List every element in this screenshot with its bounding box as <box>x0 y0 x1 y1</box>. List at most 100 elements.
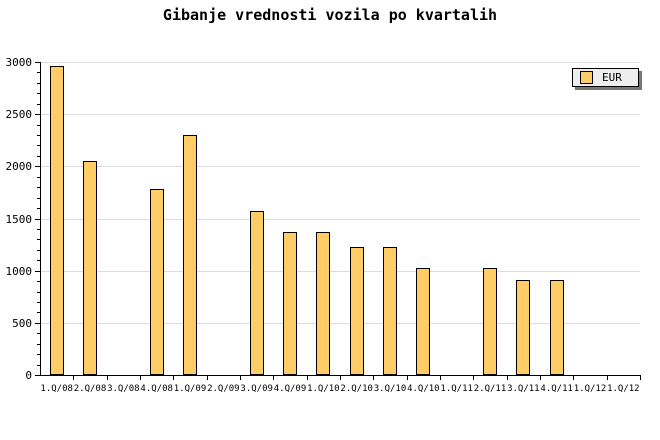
bar <box>49 66 64 375</box>
y-axis-tick-label: 1500 <box>5 212 33 226</box>
y-major-tick <box>35 114 40 116</box>
legend: EUR <box>572 68 639 87</box>
x-axis-tick-label: 1.Q/12 <box>573 384 607 394</box>
x-tick <box>140 375 141 380</box>
x-axis-tick-label: 1.Q/08 <box>40 384 73 394</box>
x-tick <box>306 375 308 380</box>
y-minor-tick <box>37 197 40 199</box>
bar <box>516 280 531 375</box>
y-minor-tick <box>37 312 40 314</box>
y-minor-tick <box>37 249 40 251</box>
x-axis-tick-label: 1.Q/10 <box>307 384 340 394</box>
legend-swatch-icon <box>580 71 593 84</box>
y-minor-tick <box>37 72 40 74</box>
x-tick <box>273 375 275 380</box>
bar <box>316 232 331 375</box>
x-tick <box>640 375 641 380</box>
legend-label: EUR <box>602 71 622 84</box>
x-tick <box>540 375 541 380</box>
y-gridline <box>40 322 640 324</box>
y-gridline <box>40 114 640 116</box>
y-major-tick <box>35 218 40 220</box>
x-axis-tick-label: 1.Q/09 <box>173 384 207 394</box>
bar <box>149 189 164 375</box>
x-axis-tick-label: 4.Q/08 <box>140 384 173 394</box>
bar <box>83 161 97 375</box>
x-tick <box>373 375 375 380</box>
x-tick <box>340 375 341 380</box>
x-axis-tick-label: 4.Q/10 <box>407 384 440 394</box>
x-tick <box>106 375 108 380</box>
y-minor-tick <box>37 228 40 230</box>
y-axis-tick-label: 2500 <box>5 108 33 122</box>
x-axis-tick-label: 4.Q/09 <box>273 384 307 394</box>
y-minor-tick <box>37 343 40 345</box>
y-gridline <box>40 270 640 272</box>
x-axis-line <box>40 375 641 376</box>
x-axis-tick-label: 3.Q/08 <box>107 384 140 394</box>
y-minor-tick <box>37 103 40 105</box>
x-axis-tick-label: 1.Q/11 <box>440 384 473 394</box>
x-tick <box>473 375 475 380</box>
y-axis-tick-label: 500 <box>12 316 32 330</box>
y-axis-tick-label: 0 <box>25 369 32 382</box>
x-axis-tick-label: 2.Q/11 <box>473 384 507 394</box>
y-minor-tick <box>37 208 40 210</box>
x-axis-tick-label: 2.Q/09 <box>207 384 240 394</box>
y-minor-tick <box>37 124 40 126</box>
x-tick <box>440 375 441 380</box>
x-tick <box>240 375 241 380</box>
bar <box>416 267 431 375</box>
y-minor-tick <box>37 155 40 157</box>
y-minor-tick <box>37 187 40 189</box>
y-minor-tick <box>37 333 40 335</box>
chart-title: Gibanje vrednosti vozila po kvartalih <box>162 6 498 24</box>
x-axis-tick-label: 1.Q/12 <box>607 384 640 394</box>
y-major-tick <box>35 322 40 324</box>
x-axis-tick-label: 3.Q/10 <box>373 384 407 394</box>
y-minor-tick <box>37 364 40 366</box>
y-major-tick <box>35 62 40 63</box>
x-axis-tick-label: 3.Q/09 <box>240 384 273 394</box>
y-minor-tick <box>37 82 40 84</box>
bar <box>183 135 197 375</box>
x-axis-tick-label: 2.Q/08 <box>73 384 107 394</box>
y-minor-tick <box>37 281 40 283</box>
y-gridline <box>40 218 640 220</box>
x-axis-tick-label: 3.Q/11 <box>507 384 540 394</box>
y-major-tick <box>35 166 40 168</box>
bar <box>549 280 564 375</box>
y-minor-tick <box>37 239 40 241</box>
y-minor-tick <box>37 354 40 356</box>
bar <box>283 232 297 375</box>
y-minor-tick <box>37 301 40 303</box>
y-minor-tick <box>37 145 40 147</box>
y-minor-tick <box>37 176 40 178</box>
y-axis-line <box>40 62 41 376</box>
y-minor-tick <box>37 291 40 293</box>
x-axis-tick-label: 2.Q/10 <box>340 384 373 394</box>
y-axis-tick-label: 2000 <box>5 160 33 174</box>
x-axis-tick-label: 4.Q/11 <box>540 384 573 394</box>
x-tick <box>173 375 175 380</box>
bar <box>349 246 364 375</box>
y-gridline <box>40 166 640 168</box>
x-tick <box>506 375 508 380</box>
x-tick <box>573 375 575 380</box>
y-axis-tick-label: 3000 <box>5 56 33 69</box>
y-gridline <box>40 62 640 63</box>
x-tick <box>206 375 208 380</box>
bar <box>483 267 497 375</box>
bar <box>249 211 264 375</box>
y-minor-tick <box>37 135 40 137</box>
x-tick <box>406 375 408 380</box>
y-minor-tick <box>37 93 40 95</box>
x-tick <box>73 375 75 380</box>
bar <box>383 246 397 375</box>
x-tick <box>606 375 608 380</box>
y-axis-tick-label: 1000 <box>5 264 33 278</box>
y-major-tick <box>35 375 40 376</box>
y-major-tick <box>35 270 40 272</box>
